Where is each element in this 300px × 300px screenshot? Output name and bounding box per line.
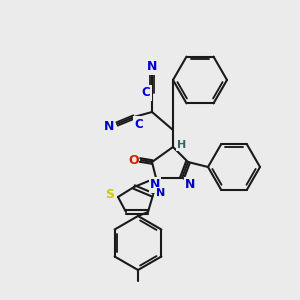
Text: N: N xyxy=(150,178,160,191)
Text: C: C xyxy=(142,86,150,100)
Text: S: S xyxy=(106,188,115,200)
Text: O: O xyxy=(129,154,139,166)
Text: N: N xyxy=(185,178,195,191)
Text: N: N xyxy=(147,61,157,74)
Text: N: N xyxy=(156,188,166,198)
Text: H: H xyxy=(177,140,187,150)
Text: N: N xyxy=(104,119,114,133)
Text: C: C xyxy=(135,118,143,130)
